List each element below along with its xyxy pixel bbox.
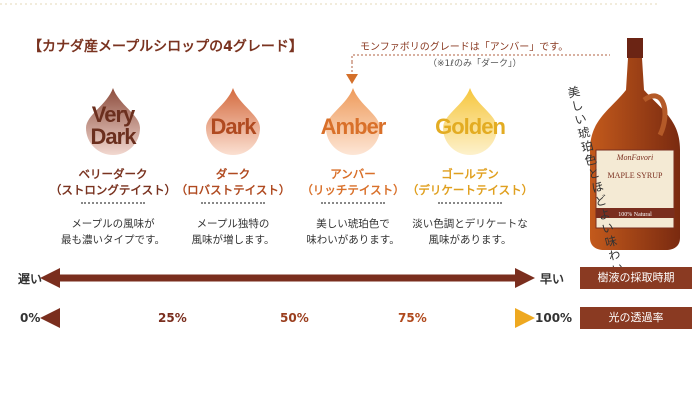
title: 【カナダ産メープルシロップの4グレード】 bbox=[28, 39, 303, 55]
grade-taste: （ロバストテイスト） bbox=[175, 183, 291, 197]
bottle-badge: 100% Natural bbox=[618, 212, 652, 218]
grade-taste: （リッチテイスト） bbox=[301, 183, 405, 197]
description-line: 風味があります。 bbox=[428, 234, 512, 246]
bottle bbox=[590, 38, 680, 250]
grade-name-block: ダーク （ロバストテイスト） bbox=[163, 166, 303, 198]
note-sub: （※1ℓのみ「ダーク」） bbox=[428, 59, 522, 69]
scale-label: 樹液の採取時期 bbox=[580, 267, 692, 289]
grade-taste: （ストロングテイスト） bbox=[49, 183, 177, 197]
grade-name-block: ゴールデン （デリケートテイスト） bbox=[400, 166, 540, 198]
grade-name-block: ベリーダーク （ストロングテイスト） bbox=[43, 166, 183, 198]
bottle-brand: MonFavori bbox=[616, 153, 653, 162]
grade-label: Dark bbox=[210, 114, 257, 139]
grade-label: Dark bbox=[90, 124, 137, 149]
description-line: メープルの風味が bbox=[71, 218, 155, 230]
grade-label: Very bbox=[91, 102, 136, 127]
grade-description: メープルの風味が 最も濃いタイプです。 bbox=[33, 216, 193, 248]
drop bbox=[326, 88, 380, 155]
scale-right: 早い bbox=[540, 272, 565, 286]
grade-label: Golden bbox=[435, 114, 506, 139]
scale-left: 0% bbox=[20, 311, 41, 325]
divider bbox=[438, 202, 502, 204]
divider bbox=[81, 202, 145, 204]
description-line: 淡い色調とデリケートな bbox=[412, 218, 528, 230]
note-arrow bbox=[346, 74, 358, 84]
bottle-product: MAPLE SYRUP bbox=[608, 171, 663, 180]
grade-name: アンバー bbox=[330, 167, 376, 181]
grade-taste: （デリケートテイスト） bbox=[406, 183, 534, 197]
scale-mark: 75% bbox=[398, 311, 427, 325]
grade-name: ゴールデン bbox=[441, 167, 499, 181]
divider bbox=[201, 202, 265, 204]
grade-name: ダーク bbox=[215, 167, 251, 181]
grade-label: Amber bbox=[320, 114, 387, 139]
scale-mark: 25% bbox=[158, 311, 187, 325]
grade-description: 淡い色調とデリケートな 風味があります。 bbox=[390, 216, 550, 248]
scale-mark: 50% bbox=[280, 311, 309, 325]
description-line: 風味が増します。 bbox=[191, 234, 275, 246]
description-line: 最も濃いタイプです。 bbox=[61, 234, 165, 246]
scale-arrowhead bbox=[40, 308, 60, 328]
divider bbox=[321, 202, 385, 204]
grade-name: ベリーダーク bbox=[78, 167, 148, 181]
scale-arrowhead bbox=[515, 308, 535, 328]
grade-name-block: アンバー （リッチテイスト） bbox=[283, 166, 423, 198]
description-line: 美しい琥珀色で bbox=[316, 218, 390, 230]
note: モンファボリのグレードは「アンバー」です。 bbox=[360, 42, 569, 53]
scale-label: 光の透過率 bbox=[580, 307, 692, 329]
grade-description: 美しい琥珀色で 味わいがあります。 bbox=[273, 216, 433, 248]
drop bbox=[443, 88, 497, 155]
grade-description: メープル独特の 風味が増します。 bbox=[153, 216, 313, 248]
description-line: メープル独特の bbox=[196, 218, 270, 230]
scale-left: 遅い bbox=[18, 272, 43, 286]
drop bbox=[206, 88, 260, 155]
scale-right: 100% bbox=[535, 311, 573, 325]
drop bbox=[86, 88, 140, 155]
description-line: 味わいがあります。 bbox=[306, 234, 400, 246]
